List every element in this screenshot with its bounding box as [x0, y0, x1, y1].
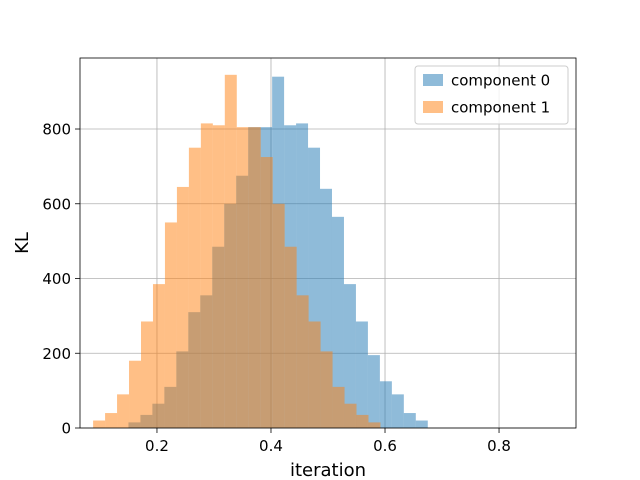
x-axis-label: iteration	[290, 460, 366, 480]
histogram-bar	[332, 386, 345, 428]
histogram-bar	[188, 147, 201, 429]
x-tick-label: 0.2	[145, 437, 169, 455]
histogram-bar	[331, 216, 344, 428]
legend: component 0 component 1	[414, 65, 569, 125]
legend-box	[414, 65, 569, 125]
legend-swatch	[423, 74, 443, 86]
histogram-bars	[93, 74, 428, 429]
histogram-bar	[343, 284, 356, 428]
y-tick-label: 800	[42, 121, 71, 139]
x-tick-label: 0.8	[487, 437, 511, 455]
y-tick-label: 200	[42, 345, 71, 363]
histogram-bar	[403, 413, 416, 428]
y-tick-label: 400	[42, 270, 71, 288]
histogram-bar	[379, 381, 392, 428]
histogram-bar	[236, 127, 249, 428]
histogram-bar	[141, 321, 153, 428]
histogram-bar	[93, 420, 106, 428]
legend-label: component 0	[451, 72, 550, 90]
legend-swatch	[423, 101, 443, 113]
histogram-bar	[296, 123, 309, 428]
histogram-bar	[105, 413, 118, 428]
histogram-bar	[296, 295, 309, 428]
histogram-bar	[248, 127, 261, 428]
axis-ticks: 0.2 0.4 0.6 0.8 0 200 400 600 800	[42, 121, 511, 455]
histogram-bar	[200, 123, 213, 428]
histogram-bar	[212, 125, 225, 428]
y-axis-label: KL	[12, 232, 33, 254]
x-tick-label: 0.4	[259, 437, 283, 455]
histogram-bar	[344, 403, 357, 428]
histogram-bar	[415, 420, 428, 428]
histogram-bar	[224, 74, 237, 429]
histogram-bar	[117, 394, 130, 428]
histogram-bar	[367, 355, 380, 428]
y-tick-label: 0	[61, 420, 71, 438]
histogram-bar	[152, 284, 165, 428]
y-tick-label: 600	[42, 195, 71, 213]
histogram-bar	[129, 360, 142, 428]
histogram-bar	[320, 351, 333, 428]
histogram-bar	[355, 321, 368, 428]
histogram-bar	[176, 186, 189, 428]
histogram-bar	[320, 188, 332, 428]
legend-label: component 1	[451, 99, 550, 117]
histogram-bar	[308, 321, 321, 428]
histogram-bar	[164, 222, 177, 428]
histogram-bar	[391, 394, 404, 428]
histogram-bar	[368, 422, 381, 428]
histogram-bar	[284, 246, 297, 428]
histogram-bar	[272, 203, 285, 428]
plot-frame	[79, 57, 577, 429]
histogram-bar	[260, 157, 273, 428]
histogram-bar	[356, 414, 369, 428]
series-1-bars	[93, 74, 381, 429]
histogram-bar	[308, 147, 321, 429]
x-tick-label: 0.6	[373, 437, 397, 455]
